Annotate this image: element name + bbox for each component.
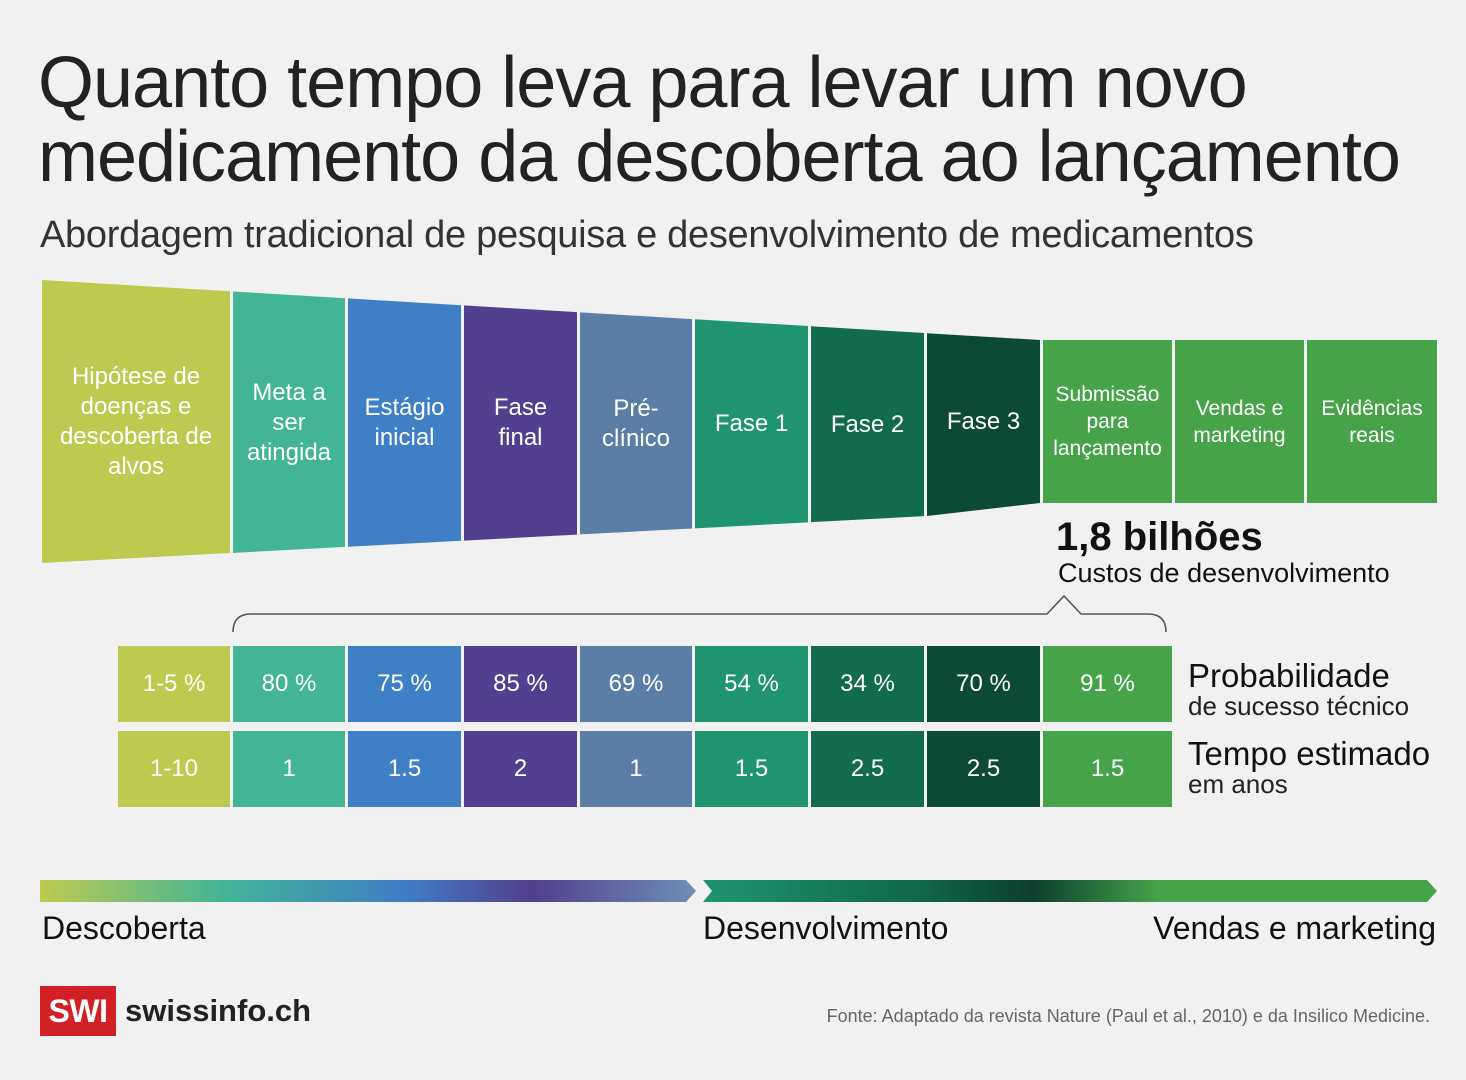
stage-label-hipotese-de-doencas-e-descoberta-de-alvos: Hipótese de doenças e descoberta de alvo… bbox=[59, 363, 213, 481]
time-row-subtitle: em anos bbox=[1188, 769, 1288, 799]
stage-label-fase-3: Fase 3 bbox=[946, 407, 1021, 435]
probability-cell-fase-3: 70 % bbox=[927, 646, 1040, 722]
swi-logo: SWI bbox=[40, 986, 116, 1036]
probability-cell-pre-clinico: 69 % bbox=[580, 646, 692, 722]
probability-row-title: Probabilidade bbox=[1188, 657, 1390, 694]
stage-label-submissao-para-lancamento: Submissão para lançamento bbox=[1053, 383, 1162, 460]
discovery-arrow bbox=[40, 880, 696, 902]
probability-cell-fase-2: 34 % bbox=[811, 646, 924, 722]
stage-block-vendas-e-marketing bbox=[1175, 340, 1304, 503]
stage-label-fase-1: Fase 1 bbox=[714, 410, 789, 438]
years-cell-hipotese-de-doencas-e-descoberta-de-alvos: 1-10 bbox=[118, 731, 230, 807]
stage-block-fase-2 bbox=[811, 326, 924, 523]
stage-label-fase-final: Fase final bbox=[493, 394, 548, 452]
stage-block-evidencias-reais bbox=[1307, 340, 1437, 503]
stage-label-pre-clinico: Pré-clínico bbox=[601, 394, 671, 452]
years-cell-estagio-inicial: 1.5 bbox=[348, 731, 461, 807]
stage-block-fase-3 bbox=[927, 333, 1040, 517]
cost-label: Custos de desenvolvimento bbox=[1058, 558, 1390, 588]
stage-label-evidencias-reais: Evidências reais bbox=[1321, 396, 1423, 447]
probability-cell-estagio-inicial: 75 % bbox=[348, 646, 461, 722]
stage-label-estagio-inicial: Estágio inicial bbox=[364, 393, 445, 451]
probability-cell-fase-final: 85 % bbox=[464, 646, 577, 722]
development-arrow bbox=[703, 880, 1437, 902]
probability-cell-submissao-para-lancamento: 91 % bbox=[1043, 646, 1172, 722]
years-cell-fase-2: 2.5 bbox=[811, 731, 924, 807]
years-cell-submissao-para-lancamento: 1.5 bbox=[1043, 731, 1172, 807]
stage-block-submissao-para-lancamento bbox=[1043, 340, 1172, 503]
probability-cell-hipotese-de-doencas-e-descoberta-de-alvos: 1-5 % bbox=[118, 646, 230, 722]
stage-label-meta-a-ser-atingida: Meta a ser atingida bbox=[246, 378, 332, 466]
stage-label-fase-2: Fase 2 bbox=[830, 410, 905, 438]
page-title: Quanto tempo leva para levar um novo med… bbox=[38, 43, 1401, 197]
page-subtitle: Abordagem tradicional de pesquisa e dese… bbox=[40, 214, 1254, 256]
source-note: Fonte: Adaptado da revista Nature (Paul … bbox=[826, 1006, 1430, 1026]
funnel-diagram bbox=[42, 280, 1437, 563]
stage-block-fase-final bbox=[464, 305, 577, 541]
probability-cell-meta-a-ser-atingida: 80 % bbox=[233, 646, 345, 722]
years-cell-fase-final: 2 bbox=[464, 731, 577, 807]
stage-block-meta-a-ser-atingida bbox=[233, 291, 345, 553]
cost-value: 1,8 bilhões bbox=[1056, 515, 1263, 559]
years-cell-fase-3: 2.5 bbox=[927, 731, 1040, 807]
stage-label-vendas-e-marketing: Vendas e marketing bbox=[1193, 396, 1286, 447]
phase-discovery: Descoberta bbox=[42, 910, 206, 946]
phase-arrows bbox=[40, 880, 1437, 902]
years-cell-pre-clinico: 1 bbox=[580, 731, 692, 807]
stage-block-pre-clinico bbox=[580, 312, 692, 535]
probability-row-subtitle: de sucesso técnico bbox=[1188, 691, 1410, 721]
stage-block-fase-1 bbox=[695, 319, 808, 529]
years-cell-meta-a-ser-atingida: 1 bbox=[233, 731, 345, 807]
phase-development: Desenvolvimento bbox=[703, 910, 949, 946]
stage-block-estagio-inicial bbox=[348, 298, 461, 547]
phase-sales: Vendas e marketing bbox=[1153, 910, 1436, 946]
logo-wordmark: swissinfo.ch bbox=[125, 993, 312, 1028]
stage-block-hipotese-de-doencas-e-descoberta-de-alvos bbox=[42, 280, 230, 563]
years-cell-fase-1: 1.5 bbox=[695, 731, 808, 807]
probability-cell-fase-1: 54 % bbox=[695, 646, 808, 722]
time-row-title: Tempo estimado bbox=[1188, 735, 1431, 772]
